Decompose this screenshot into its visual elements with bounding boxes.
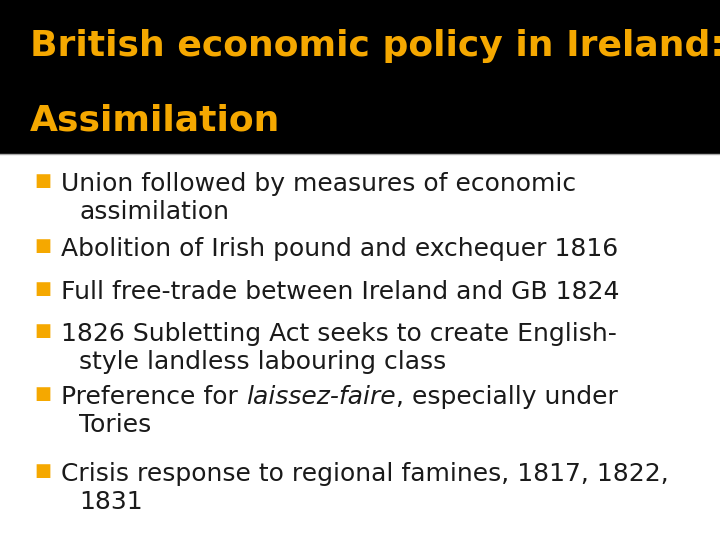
Text: British economic policy in Ireland:: British economic policy in Ireland:: [30, 29, 720, 63]
Text: Full free-trade between Ireland and GB 1824: Full free-trade between Ireland and GB 1…: [61, 280, 620, 304]
Text: Crisis response to regional famines, 1817, 1822,: Crisis response to regional famines, 181…: [61, 462, 669, 486]
Text: ■: ■: [35, 237, 52, 255]
Text: 1826 Subletting Act seeks to create English-: 1826 Subletting Act seeks to create Engl…: [61, 322, 617, 346]
Text: ■: ■: [35, 385, 52, 403]
Text: Union followed by measures of economic: Union followed by measures of economic: [61, 172, 576, 196]
Text: 1831: 1831: [79, 490, 143, 514]
Text: Abolition of Irish pound and exchequer 1816: Abolition of Irish pound and exchequer 1…: [61, 237, 618, 261]
Text: , especially under: , especially under: [396, 385, 618, 409]
Text: Assimilation: Assimilation: [30, 103, 281, 137]
Text: ■: ■: [35, 172, 52, 190]
Text: style landless labouring class: style landless labouring class: [79, 350, 446, 374]
Text: ■: ■: [35, 462, 52, 480]
Text: ■: ■: [35, 280, 52, 298]
Text: laissez-faire: laissez-faire: [246, 385, 396, 409]
Text: ■: ■: [35, 322, 52, 340]
Text: assimilation: assimilation: [79, 200, 229, 224]
Text: Preference for: Preference for: [61, 385, 246, 409]
Text: Tories: Tories: [79, 413, 151, 437]
